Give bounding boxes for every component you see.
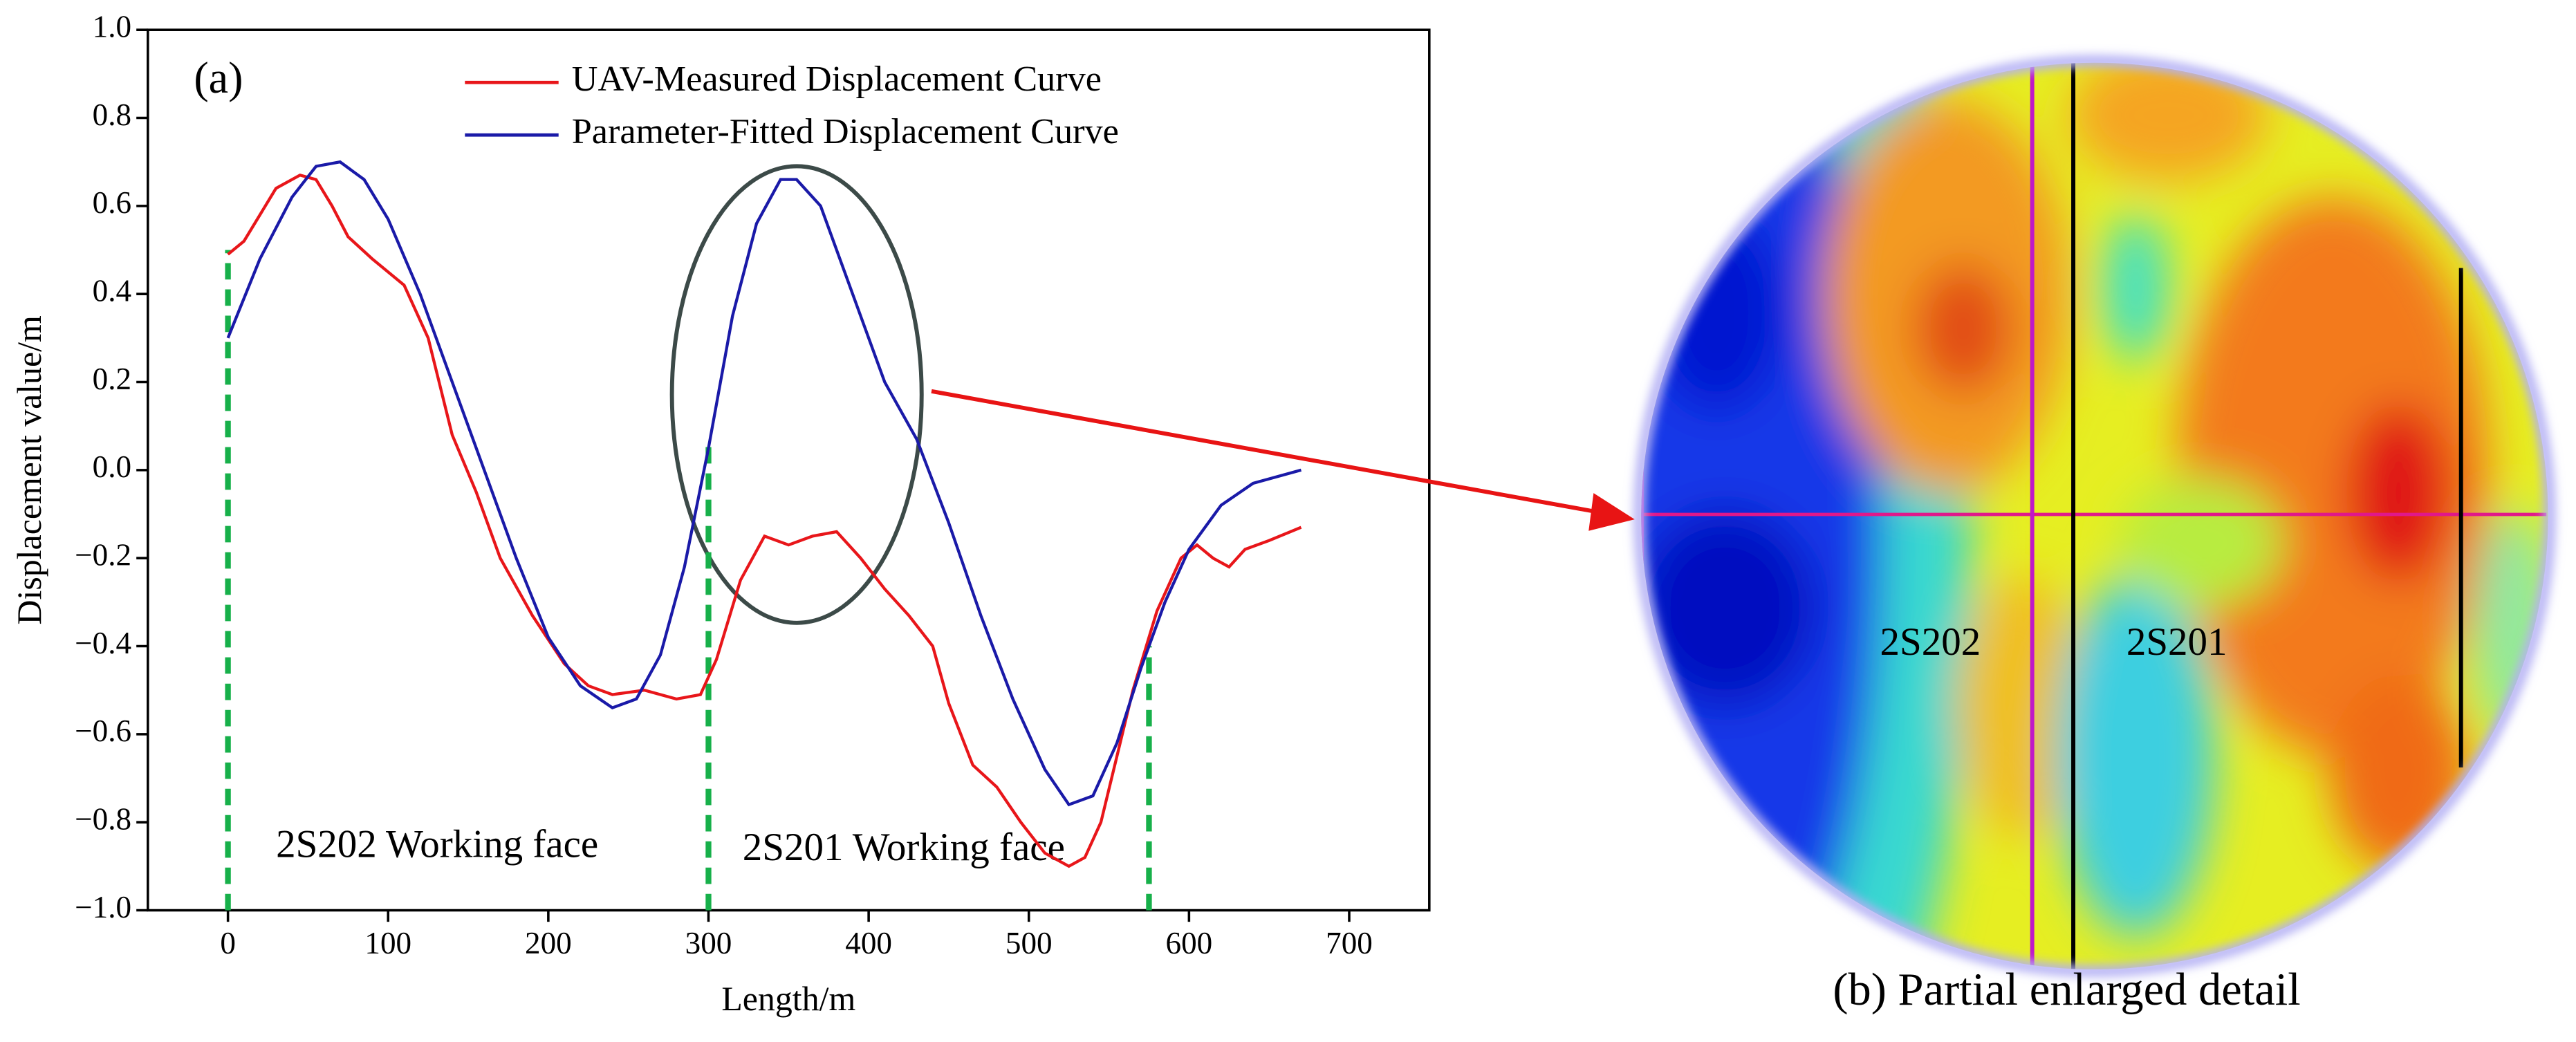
detail-label: 2S202 (1880, 620, 1981, 664)
panel-label: (a) (194, 53, 243, 102)
heatmap (1641, 62, 2548, 970)
y-tick-label: −0.2 (75, 538, 131, 573)
y-tick-label: −0.6 (75, 714, 131, 748)
x-tick-label: 600 (1166, 926, 1213, 960)
y-tick-label: 1.0 (93, 10, 131, 44)
x-tick-label: 300 (685, 926, 732, 960)
arrow-head (1588, 493, 1635, 531)
annotation: 2S201 Working face (743, 826, 1065, 869)
y-tick-label: 0.2 (93, 362, 131, 396)
x-tick-label: 200 (525, 926, 572, 960)
y-tick-label: 0.4 (93, 274, 131, 308)
series-line (226, 160, 1302, 807)
x-tick-label: 700 (1326, 926, 1373, 960)
detail-frame (1633, 55, 2556, 977)
y-axis-title: Displacement value/m (10, 315, 48, 625)
legend-label: Parameter-Fitted Displacement Curve (572, 111, 1119, 151)
y-tick-label: −0.4 (75, 626, 131, 660)
x-tick-label: 0 (220, 926, 236, 960)
y-tick-label: 0.8 (93, 97, 131, 132)
detail-label: 2S201 (2126, 620, 2227, 664)
detail-caption: (b) Partial enlarged detail (1833, 965, 2300, 1015)
x-tick-label: 100 (364, 926, 411, 960)
highlight-ellipse (669, 164, 924, 625)
arrow (931, 389, 1602, 515)
x-tick-label: 500 (1006, 926, 1053, 960)
series-line (227, 173, 1302, 868)
y-tick-label: −0.8 (75, 802, 131, 837)
y-tick-label: 0.0 (93, 449, 131, 484)
y-tick-label: −1.0 (75, 890, 131, 924)
legend-label: UAV-Measured Displacement Curve (572, 59, 1102, 99)
y-tick-label: 0.6 (93, 185, 131, 220)
x-tick-label: 400 (845, 926, 892, 960)
x-axis-title: Length/m (721, 980, 855, 1018)
annotation: 2S202 Working face (276, 822, 598, 866)
